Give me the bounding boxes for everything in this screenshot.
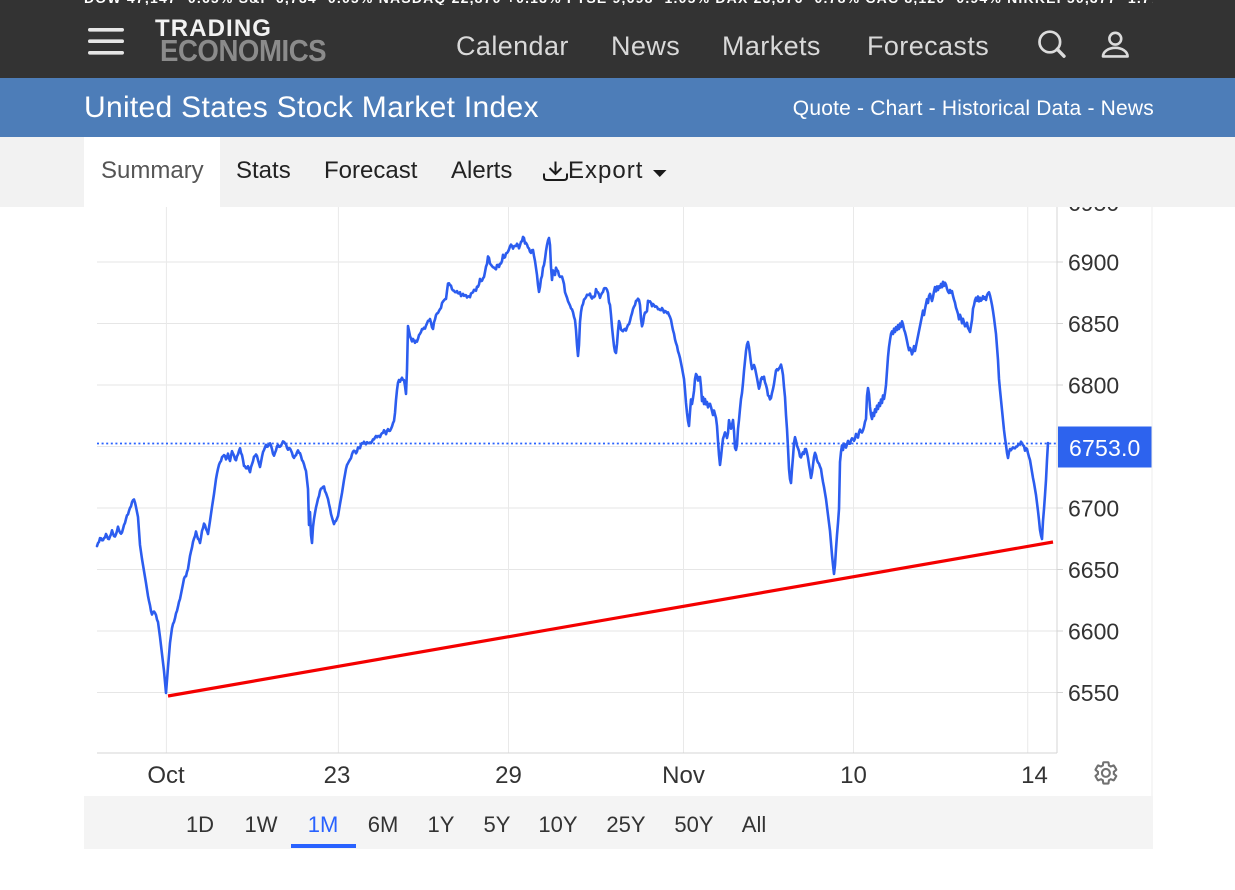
svg-text:14: 14 bbox=[1021, 762, 1048, 789]
svg-text:6900: 6900 bbox=[1068, 250, 1119, 276]
svg-text:6753.0: 6753.0 bbox=[1069, 435, 1141, 461]
svg-text:6850: 6850 bbox=[1068, 311, 1119, 337]
svg-text:Oct: Oct bbox=[147, 762, 185, 789]
svg-text:6600: 6600 bbox=[1068, 619, 1119, 645]
svg-text:6800: 6800 bbox=[1068, 373, 1119, 399]
svg-text:6550: 6550 bbox=[1068, 680, 1119, 706]
svg-text:29: 29 bbox=[495, 762, 522, 789]
svg-text:10: 10 bbox=[840, 762, 867, 789]
svg-text:Nov: Nov bbox=[662, 762, 705, 789]
svg-text:23: 23 bbox=[324, 762, 351, 789]
svg-text:6650: 6650 bbox=[1068, 557, 1119, 583]
svg-text:6700: 6700 bbox=[1068, 496, 1119, 522]
